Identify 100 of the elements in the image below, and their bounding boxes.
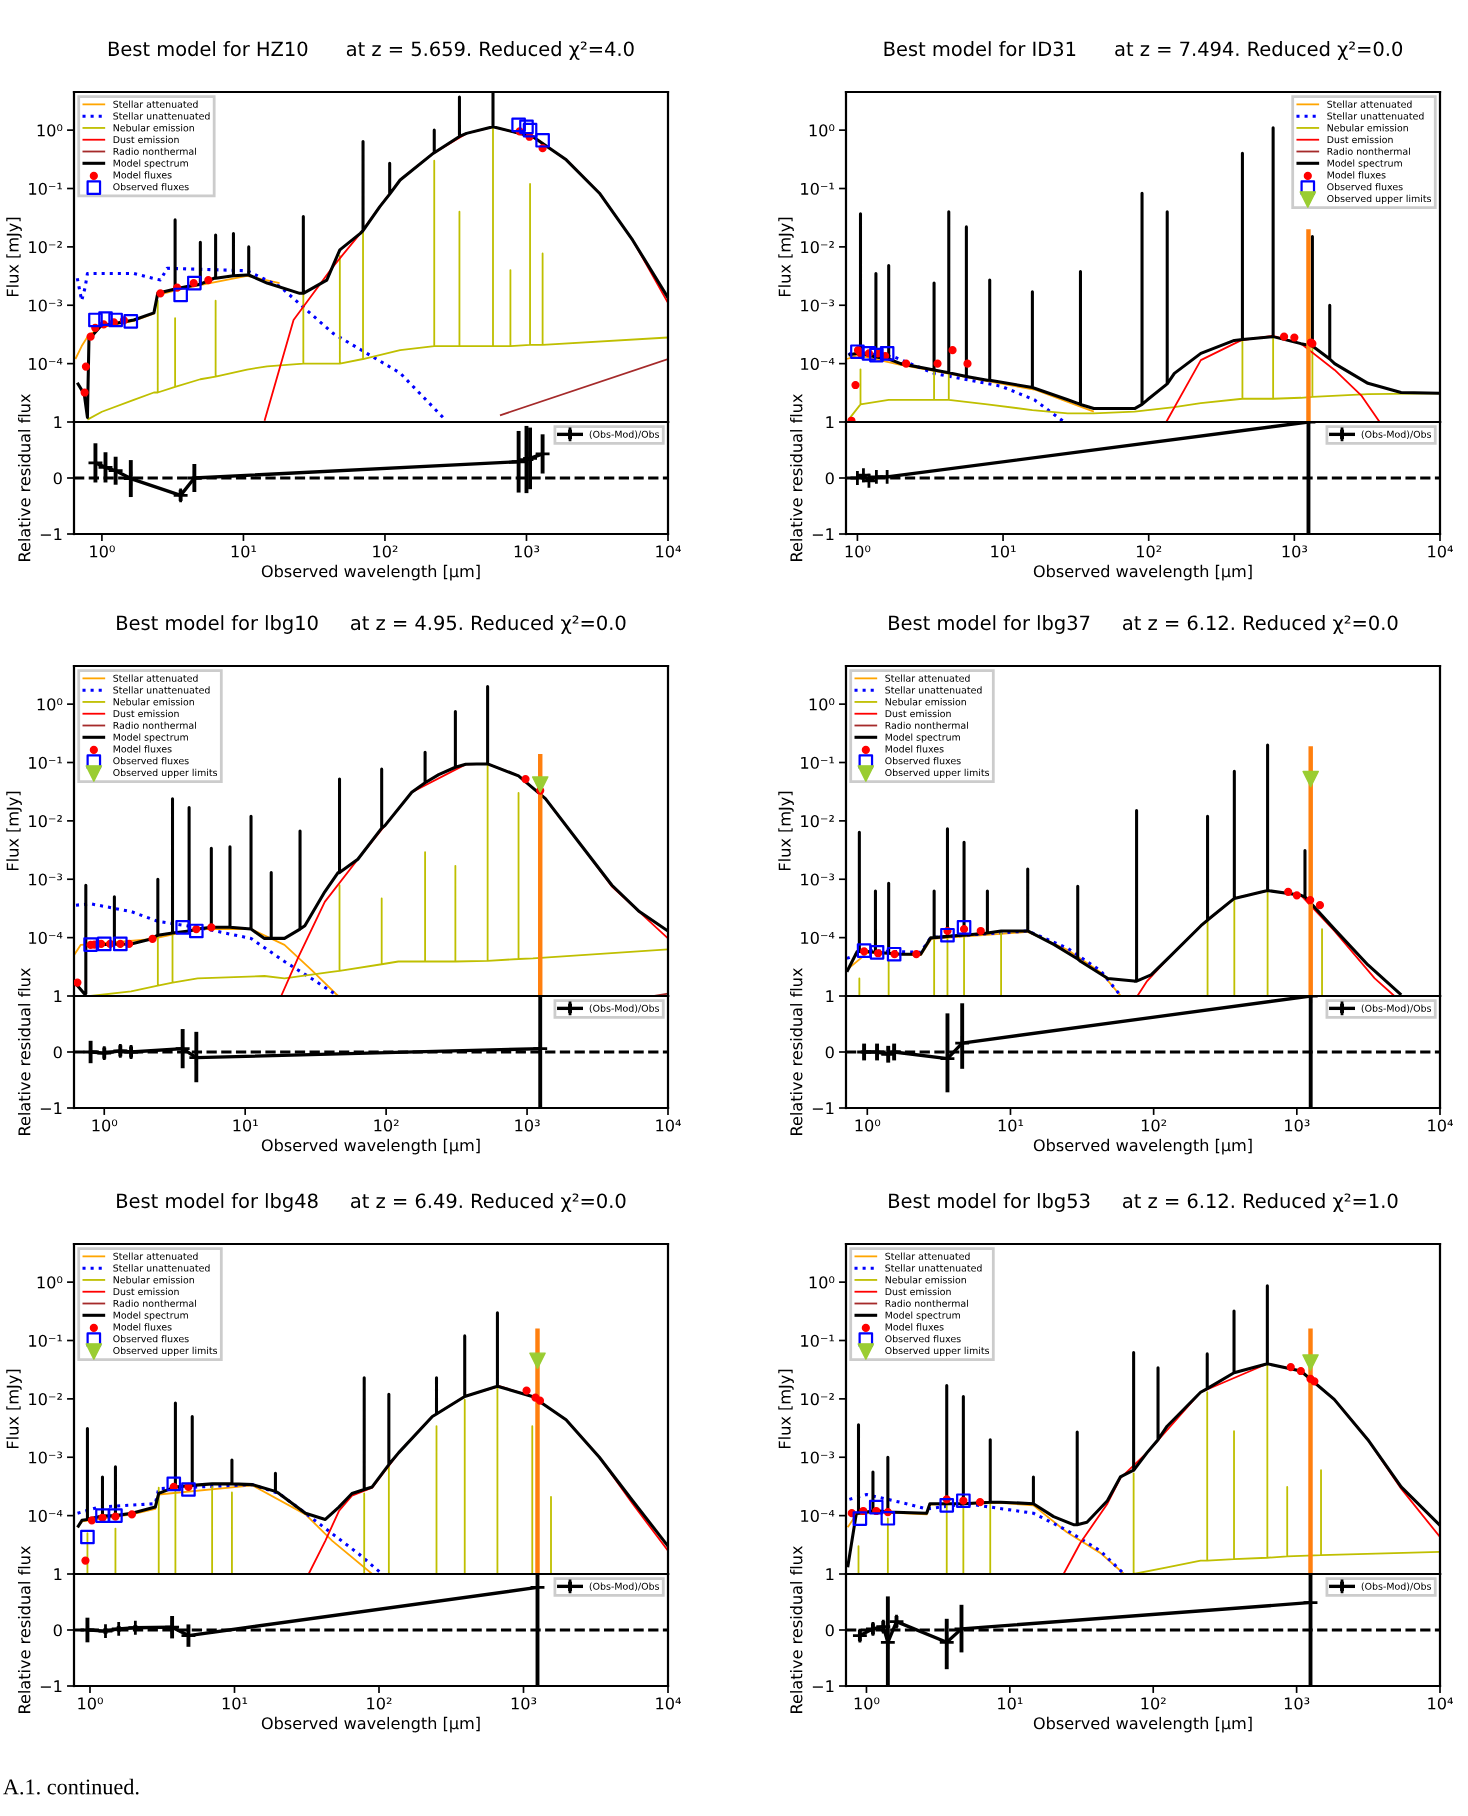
x-tick-label: 10³ xyxy=(511,1697,537,1710)
y-tick-label: 1 xyxy=(826,1568,834,1581)
y-tick-label: 10⁰ xyxy=(37,124,63,137)
x-tick-label: 10³ xyxy=(1282,545,1308,558)
x-tick-label: 10² xyxy=(374,1119,399,1132)
x-tick-label: 10¹ xyxy=(222,1697,248,1710)
y-tick-label: −1 xyxy=(40,1680,62,1693)
y-tick-label: −1 xyxy=(812,528,834,541)
y-tick-label: 1 xyxy=(826,416,834,429)
y-tick-label: 10⁻³ xyxy=(29,1451,63,1464)
x-tick-label: 10³ xyxy=(515,1119,540,1132)
y-tick-label: 10⁻³ xyxy=(29,299,63,312)
y-tick-label: 10⁰ xyxy=(37,1276,63,1289)
y-axis-title: Relative residual flux xyxy=(789,968,803,1135)
x-tick-label: 10⁰ xyxy=(845,545,871,558)
y-axis-title: Relative residual flux xyxy=(789,394,803,561)
y-axis-title: Relative residual flux xyxy=(789,1546,803,1713)
y-tick-label: 10⁻³ xyxy=(29,873,63,886)
y-tick-label: 0 xyxy=(825,472,834,485)
y-tick-label: 10⁰ xyxy=(37,698,63,711)
y-tick-label: 10⁻² xyxy=(29,1393,62,1406)
y-tick-label: 10⁻¹ xyxy=(801,1334,835,1347)
y-tick-label: 10⁻¹ xyxy=(801,182,835,195)
chart-title: Best model for lbg10 at z = 4.95. Reduced χ²=0.0 xyxy=(117,615,626,634)
x-tick-label: 10¹ xyxy=(991,545,1016,558)
y-axis-title: Flux [mJy] xyxy=(6,1369,22,1448)
y-tick-label: −1 xyxy=(812,1102,834,1115)
x-tick-label: 10¹ xyxy=(998,1697,1023,1710)
y-tick-label: 0 xyxy=(53,1624,62,1637)
x-tick-label: 10³ xyxy=(1285,1119,1310,1132)
y-axis-title: Flux [mJy] xyxy=(6,791,22,870)
x-tick-label: 10¹ xyxy=(998,1119,1024,1132)
y-axis-title: Relative residual flux xyxy=(17,394,31,561)
y-tick-label: 0 xyxy=(53,472,62,485)
x-tick-label: 10⁰ xyxy=(78,1697,103,1710)
y-axis-title: Flux [mJy] xyxy=(778,791,794,870)
y-axis-title: Flux [mJy] xyxy=(778,1369,794,1448)
y-tick-label: 10⁻² xyxy=(801,815,834,828)
x-tick-label: 10⁴ xyxy=(1428,1697,1453,1710)
y-tick-label: 10⁻¹ xyxy=(29,182,63,195)
y-tick-label: 10⁰ xyxy=(809,124,835,137)
y-tick-label: 10⁻³ xyxy=(801,299,835,312)
y-tick-label: 10⁻³ xyxy=(801,873,835,886)
y-tick-label: 10⁻⁴ xyxy=(801,931,835,944)
y-tick-label: 0 xyxy=(825,1046,834,1059)
y-tick-label: 1 xyxy=(54,990,62,1003)
x-tick-label: 10¹ xyxy=(233,1119,258,1132)
x-tick-label: 10² xyxy=(373,545,398,558)
y-tick-label: 1 xyxy=(54,1568,62,1581)
chart-title: Best model for ID31 at z = 7.494. Reduced χ²=0.0 xyxy=(884,41,1403,60)
x-tick-label: 10⁴ xyxy=(1428,1119,1453,1132)
y-tick-label: 10⁻¹ xyxy=(801,756,835,769)
y-tick-label: 10⁰ xyxy=(809,1276,835,1289)
y-tick-label: 10⁻⁴ xyxy=(29,931,63,944)
x-tick-label: 10² xyxy=(1136,545,1162,558)
y-tick-label: 10⁻⁴ xyxy=(29,357,63,370)
x-tick-label: 10⁰ xyxy=(855,1119,881,1132)
y-axis-title: Flux [mJy] xyxy=(778,217,794,296)
y-tick-label: −1 xyxy=(40,1102,62,1115)
chart-title: Best model for lbg37 at z = 6.12. Reduced χ²=0.0 xyxy=(889,615,1398,634)
y-tick-label: −1 xyxy=(40,528,62,541)
y-tick-label: 10⁻¹ xyxy=(29,1334,63,1347)
x-tick-label: 10⁰ xyxy=(90,545,115,558)
x-tick-label: 10⁴ xyxy=(656,545,681,558)
y-tick-label: 10⁻³ xyxy=(801,1451,835,1464)
y-axis-title: Relative residual flux xyxy=(17,968,31,1135)
y-tick-label: −1 xyxy=(812,1680,834,1693)
x-tick-label: 10⁰ xyxy=(92,1119,118,1132)
y-tick-label: 1 xyxy=(54,416,62,429)
chart-title: Best model for HZ10 at z = 5.659. Reduced χ²=4.0 xyxy=(108,41,634,60)
y-tick-label: 0 xyxy=(53,1046,62,1059)
y-tick-label: 10⁻² xyxy=(801,241,834,254)
y-axis-title: Relative residual flux xyxy=(17,1546,31,1713)
y-tick-label: 10⁻² xyxy=(29,241,62,254)
x-axis-title: Observed wavelength [μm] xyxy=(1033,1716,1252,1733)
y-tick-label: 10⁻¹ xyxy=(29,756,63,769)
x-tick-label: 10¹ xyxy=(231,545,257,558)
text: A.1. continued. xyxy=(3,1778,139,1795)
y-tick-label: 10⁻⁴ xyxy=(801,357,835,370)
y-tick-label: 10⁻² xyxy=(801,1393,834,1406)
y-tick-label: 1 xyxy=(826,990,834,1003)
x-tick-label: 10² xyxy=(367,1697,392,1710)
y-tick-label: 10⁰ xyxy=(809,698,835,711)
x-tick-label: 10² xyxy=(1141,1697,1166,1710)
x-tick-label: 10² xyxy=(1141,1119,1167,1132)
chart-title: Best model for lbg48 at z = 6.49. Reduced χ²=0.0 xyxy=(117,1193,626,1212)
y-tick-label: 10⁻² xyxy=(29,815,62,828)
x-axis-title: Observed wavelength [μm] xyxy=(261,1138,480,1155)
x-axis-title: Observed wavelength [μm] xyxy=(261,564,480,581)
x-axis-title: Observed wavelength [μm] xyxy=(1033,564,1252,581)
y-tick-label: 10⁻⁴ xyxy=(29,1509,63,1522)
x-tick-label: 10³ xyxy=(514,545,540,558)
x-tick-label: 10³ xyxy=(1284,1697,1310,1710)
x-tick-label: 10⁴ xyxy=(1428,545,1453,558)
chart-title: Best model for lbg53 at z = 6.12. Reduced χ²=1.0 xyxy=(889,1193,1398,1212)
x-tick-label: 10⁴ xyxy=(656,1697,681,1710)
x-axis-title: Observed wavelength [μm] xyxy=(261,1716,480,1733)
x-tick-label: 10⁰ xyxy=(854,1697,880,1710)
y-axis-title: Flux [mJy] xyxy=(6,217,22,296)
y-tick-label: 0 xyxy=(825,1624,834,1637)
